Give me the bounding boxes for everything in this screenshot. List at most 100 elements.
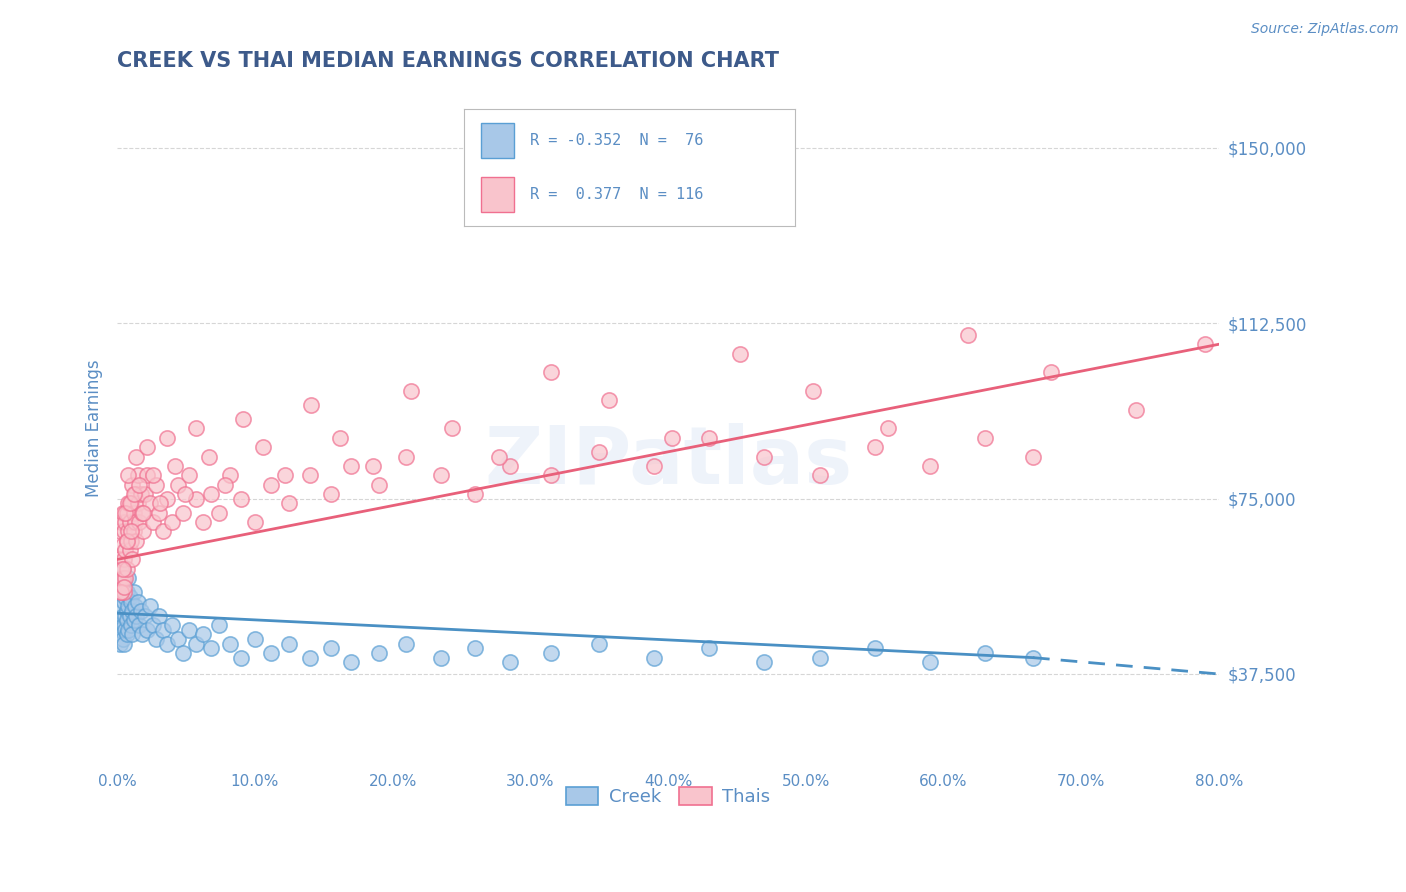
Point — [120, 533, 142, 548]
Point — [139, 496, 162, 510]
Point — [430, 468, 453, 483]
Point — [395, 450, 418, 464]
Point — [112, 552, 135, 566]
Point — [121, 604, 143, 618]
Point — [156, 637, 179, 651]
Point — [643, 650, 665, 665]
Point — [112, 637, 135, 651]
Point — [122, 506, 145, 520]
Point — [918, 458, 941, 473]
Point — [152, 623, 174, 637]
Point — [184, 637, 207, 651]
Point — [114, 543, 136, 558]
Point — [117, 524, 139, 539]
Point — [121, 477, 143, 491]
Point — [111, 571, 134, 585]
Point — [298, 468, 321, 483]
Point — [918, 655, 941, 669]
Point — [395, 637, 418, 651]
Point — [111, 632, 134, 646]
Point — [112, 524, 135, 539]
Point — [464, 641, 486, 656]
Point — [231, 491, 253, 506]
Point — [801, 384, 824, 398]
Point — [172, 506, 194, 520]
Point — [117, 496, 139, 510]
Point — [136, 440, 159, 454]
Point — [252, 440, 274, 454]
Point — [122, 524, 145, 539]
Point — [121, 552, 143, 566]
Point — [1022, 650, 1045, 665]
Point — [118, 496, 141, 510]
Point — [973, 646, 995, 660]
Point — [111, 538, 134, 552]
Point — [184, 491, 207, 506]
Point — [1022, 450, 1045, 464]
Point — [149, 496, 172, 510]
Point — [122, 613, 145, 627]
Point — [661, 431, 683, 445]
Point — [367, 477, 389, 491]
Point — [219, 637, 242, 651]
Point — [112, 594, 135, 608]
Point — [145, 632, 167, 646]
Point — [115, 613, 138, 627]
Point — [754, 655, 776, 669]
Point — [1125, 402, 1147, 417]
Point — [863, 440, 886, 454]
Point — [156, 431, 179, 445]
Point — [163, 458, 186, 473]
Point — [110, 585, 132, 599]
Point — [125, 450, 148, 464]
Point — [111, 506, 134, 520]
Point — [243, 632, 266, 646]
Point — [340, 655, 363, 669]
Point — [117, 468, 139, 483]
Point — [152, 524, 174, 539]
Point — [115, 506, 138, 520]
Point — [117, 571, 139, 585]
Point — [111, 562, 134, 576]
Point — [148, 506, 170, 520]
Point — [115, 533, 138, 548]
Point — [274, 468, 297, 483]
Point — [115, 533, 138, 548]
Point — [200, 487, 222, 501]
Point — [108, 524, 131, 539]
Point — [145, 477, 167, 491]
Point — [139, 599, 162, 614]
Point — [231, 412, 253, 426]
Point — [198, 450, 221, 464]
Point — [117, 599, 139, 614]
Point — [219, 468, 242, 483]
Point — [973, 431, 995, 445]
Point — [107, 618, 129, 632]
Point — [115, 604, 138, 618]
Point — [177, 623, 200, 637]
Point — [110, 562, 132, 576]
Point — [124, 487, 146, 501]
Point — [319, 641, 342, 656]
Point — [540, 646, 562, 660]
Point — [108, 637, 131, 651]
Point — [540, 468, 562, 483]
Point — [1194, 337, 1216, 351]
Text: ZIPatlas: ZIPatlas — [484, 423, 852, 501]
Point — [127, 594, 149, 608]
Point — [184, 421, 207, 435]
Point — [173, 487, 195, 501]
Point — [118, 590, 141, 604]
Point — [208, 506, 231, 520]
Point — [588, 637, 610, 651]
Point — [118, 608, 141, 623]
Point — [110, 571, 132, 585]
Point — [260, 477, 283, 491]
Point — [430, 650, 453, 665]
Point — [957, 327, 980, 342]
Point — [260, 646, 283, 660]
Point — [120, 618, 142, 632]
Point — [142, 618, 165, 632]
Text: CREEK VS THAI MEDIAN EARNINGS CORRELATION CHART: CREEK VS THAI MEDIAN EARNINGS CORRELATIO… — [117, 51, 779, 70]
Point — [191, 627, 214, 641]
